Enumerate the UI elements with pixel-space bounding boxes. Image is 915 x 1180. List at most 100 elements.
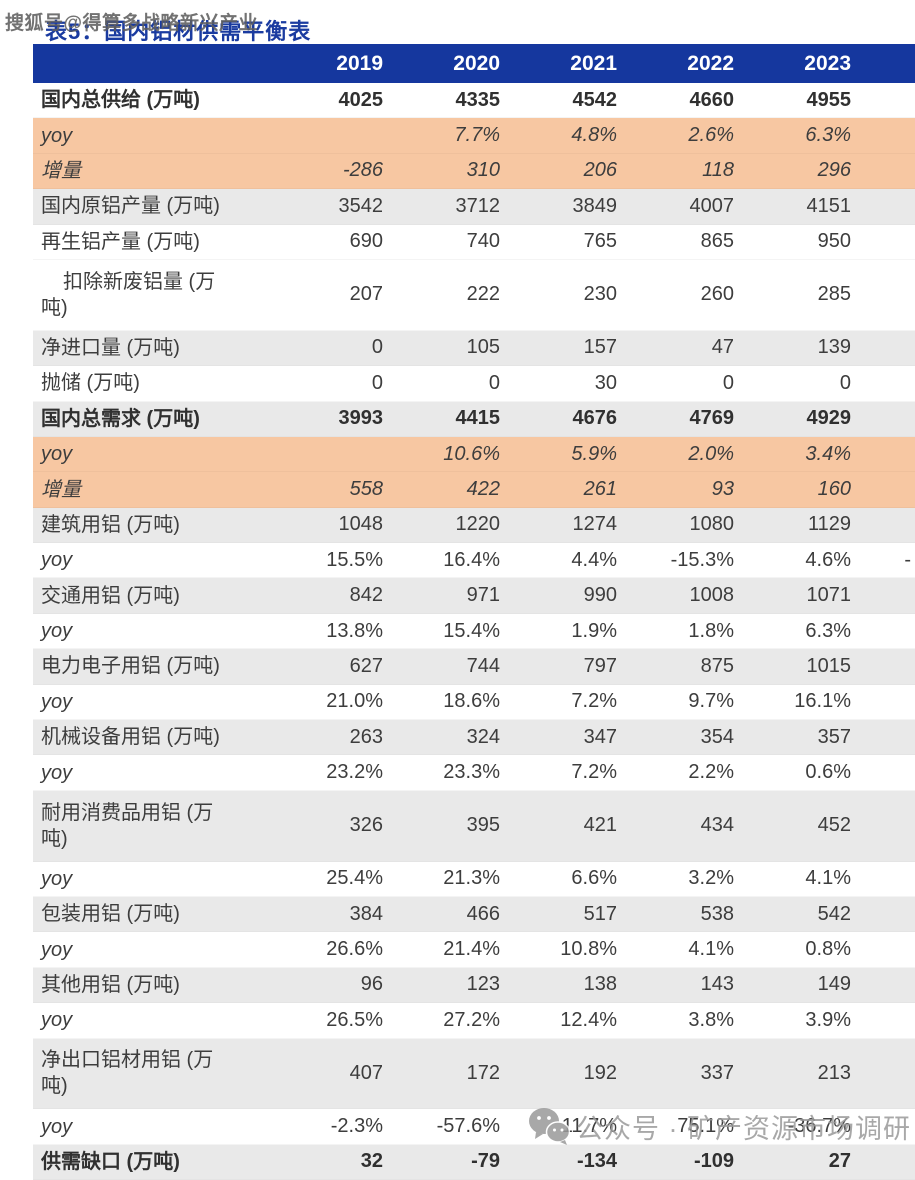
cell-value-2023: 1129 <box>807 513 851 536</box>
cell-value-2019: -286 <box>342 159 383 182</box>
cell-value-2022: 75.1% <box>677 1115 734 1138</box>
cell-value-2020: 740 <box>466 230 500 253</box>
cell-value-2020: 422 <box>466 478 500 500</box>
row-label-cell: 国内原铝产量 (万吨) <box>33 189 268 223</box>
cell-value-2019: 3993 <box>338 407 384 430</box>
row-label: 再生铝产量 (万吨) <box>41 230 200 253</box>
table-row: yoy 10.6% 5.9% 2.0% 3.4% <box>33 436 915 473</box>
table-row: yoy 21.0% 18.6% 7.2% 9.7% 16.1% <box>33 684 915 721</box>
row-label: 供需缺口 (万吨) <box>41 1150 180 1173</box>
cell-value-2023: 4.1% <box>805 867 851 890</box>
table-row: 包装用铝 (万吨) 384 466 517 538 542 <box>33 897 915 933</box>
cell-value-2022: -109 <box>693 1150 734 1173</box>
cell-value-2020: 23.3% <box>443 761 500 784</box>
cell-value-2021: 11.7% <box>561 1115 617 1138</box>
row-label-cell: 国内总供给 (万吨) <box>33 83 268 117</box>
row-label: yoy <box>41 549 73 572</box>
cell-value-2022: 1.8% <box>688 619 734 642</box>
row-label: 净进口量 (万吨) <box>41 336 180 359</box>
cell-value-2021: 347 <box>583 725 617 748</box>
top-watermark: 搜狐号@得算多战略新兴产业 <box>5 13 259 34</box>
cell-value-2019 <box>268 118 385 152</box>
cell-value-2022: 3.2% <box>688 867 734 890</box>
cell-value-2021: 157 <box>583 336 617 359</box>
cell-value-2023: 542 <box>817 902 851 925</box>
header-extra-cell <box>853 44 915 83</box>
row-label: yoy <box>41 620 73 643</box>
cell-value-2019: 23.2% <box>326 761 383 784</box>
cell-value-2019: 13.8% <box>326 619 383 642</box>
row-label: yoy <box>41 1115 73 1138</box>
cell-extra <box>853 225 915 259</box>
cell-value-2019: 4025 <box>338 88 384 111</box>
cell-value-2022: 1008 <box>689 584 735 607</box>
cell-extra <box>853 791 915 861</box>
row-label-cell: yoy <box>33 437 268 471</box>
row-label-cell: 扣除新废铝量 (万吨) <box>33 260 268 330</box>
cell-value-2023: 3.4% <box>805 442 851 465</box>
cell-extra <box>853 755 915 789</box>
cell-value-2021: 797 <box>583 654 617 677</box>
cell-value-2021: 1274 <box>572 513 618 536</box>
cell-value-2020: 4415 <box>455 407 501 430</box>
row-label-cell: 电力电子用铝 (万吨) <box>33 649 268 683</box>
cell-value-2022: 538 <box>700 902 734 925</box>
cell-value-2023: 6.3% <box>805 124 851 147</box>
cell-value-2022: 2.0% <box>688 442 734 465</box>
cell-value-2021: 7.2% <box>571 690 617 713</box>
row-label: yoy <box>41 690 73 713</box>
cell-value-2022: 1080 <box>689 513 735 536</box>
cell-value-2023: 452 <box>817 814 851 837</box>
cell-value-2023: 950 <box>817 230 851 253</box>
table-row: 增量 -286 310 206 118 296 <box>33 153 915 190</box>
cell-value-2023: 149 <box>817 973 851 996</box>
cell-value-2021: 4.8% <box>571 124 617 147</box>
row-label: 交通用铝 (万吨) <box>41 584 180 607</box>
cell-value-2020: 4335 <box>455 88 501 111</box>
cell-value-2021: 1.9% <box>571 619 617 642</box>
cell-extra <box>853 1003 915 1037</box>
cell-value-2019: 326 <box>349 814 383 837</box>
cell-extra <box>853 366 915 400</box>
cell-value-2019: 1048 <box>338 513 384 536</box>
cell-value-2021: 3849 <box>572 194 618 217</box>
cell-value-2020: 15.4% <box>443 619 500 642</box>
cell-extra <box>853 614 915 648</box>
row-label: 增量 <box>41 478 81 501</box>
cell-value-2023: 1015 <box>806 654 852 677</box>
cell-value-2020: 466 <box>466 902 500 925</box>
row-label: yoy <box>41 443 73 466</box>
cell-value-2021: 4542 <box>572 88 618 111</box>
cell-value-2020: 971 <box>466 584 500 607</box>
cell-extra <box>853 649 915 683</box>
cell-value-2021: 765 <box>583 230 617 253</box>
row-label: 国内总需求 (万吨) <box>41 407 200 430</box>
cell-value-2022: 4.1% <box>688 938 734 961</box>
row-label-cell: yoy <box>33 755 268 789</box>
cell-value-2020: 744 <box>466 654 500 677</box>
cell-value-2023: 160 <box>817 478 851 500</box>
cell-extra <box>853 154 915 188</box>
cell-value-2020: 16.4% <box>443 548 500 571</box>
cell-value-2021: 261 <box>583 478 617 500</box>
cell-value-2019: 15.5% <box>326 548 383 571</box>
cell-value-2021: 5.9% <box>571 442 617 465</box>
page-title: 表5：国内铝材供需平衡表 <box>45 19 312 44</box>
cell-value-2019: 0 <box>371 371 383 394</box>
row-label: 国内总供给 (万吨) <box>41 89 200 112</box>
cell-value-2019: 21.0% <box>326 690 383 713</box>
cell-value-2021: 990 <box>583 584 617 607</box>
cell-value-2022: -15.3% <box>670 548 734 571</box>
row-label: 扣除新废铝量 (万吨) <box>41 270 216 319</box>
table-row: 建筑用铝 (万吨) 1048 1220 1274 1080 1129 <box>33 507 915 544</box>
cell-value-2023: 4.6% <box>805 548 851 571</box>
cell-value-2020: 27.2% <box>443 1008 500 1031</box>
cell-value-2020: 222 <box>466 283 500 306</box>
table-row: 抛储 (万吨) 0 0 30 0 0 <box>33 366 915 402</box>
cell-value-2020: 7.7% <box>454 124 500 147</box>
row-label: 净出口铝材用铝 (万吨) <box>41 1049 214 1098</box>
table-row: yoy 26.6% 21.4% 10.8% 4.1% 0.8% <box>33 932 915 968</box>
cell-value-2021: 138 <box>583 973 617 996</box>
cell-value-2020: 10.6% <box>443 442 500 465</box>
table-row: 电力电子用铝 (万吨) 627 744 797 875 1015 <box>33 649 915 685</box>
